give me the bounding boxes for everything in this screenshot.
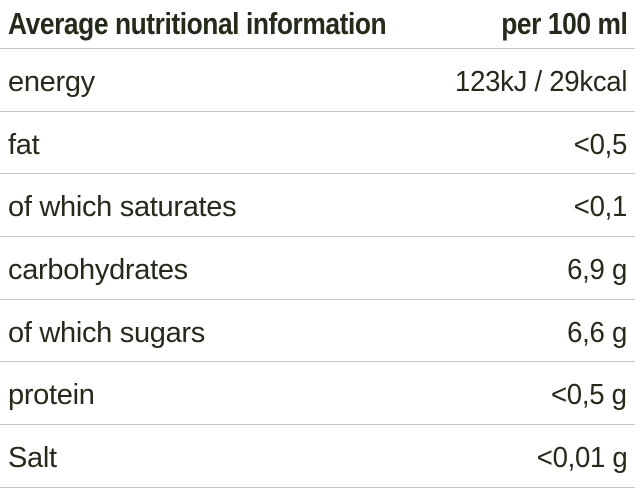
table-header-row: Average nutritional information per 100 … [0, 0, 635, 49]
row-value: 6,6 g [567, 316, 627, 349]
row-value: <0,01 g [536, 441, 627, 474]
row-label: fat [8, 128, 40, 161]
row-label: protein [8, 379, 95, 412]
row-label: Salt [8, 441, 57, 474]
row-value: <0,5 g [551, 379, 627, 412]
table-header-unit: per 100 ml [500, 6, 628, 41]
table-row: energy 123kJ / 29kcal [0, 49, 635, 112]
table-row: carbohydrates 6,9 g [0, 237, 635, 300]
row-value: 123kJ / 29kcal [454, 65, 627, 98]
row-label: of which saturates [8, 191, 237, 224]
row-label: energy [8, 65, 95, 98]
table-header-label: Average nutritional information [8, 6, 387, 41]
table-row: Salt <0,01 g [0, 425, 635, 488]
table-row: of which sugars 6,6 g [0, 300, 635, 363]
table-row: protein <0,5 g [0, 362, 635, 426]
row-value: <0,5 [573, 128, 628, 161]
row-label: carbohydrates [8, 253, 188, 286]
row-value: <0,1 [573, 191, 628, 224]
table-row: fat <0,5 [0, 112, 635, 175]
row-value: 6,9 g [567, 253, 627, 286]
table-row: of which saturates <0,1 [0, 174, 635, 238]
row-label: of which sugars [8, 316, 205, 349]
table-body: energy 123kJ / 29kcal fat <0,5 of which … [0, 49, 635, 488]
